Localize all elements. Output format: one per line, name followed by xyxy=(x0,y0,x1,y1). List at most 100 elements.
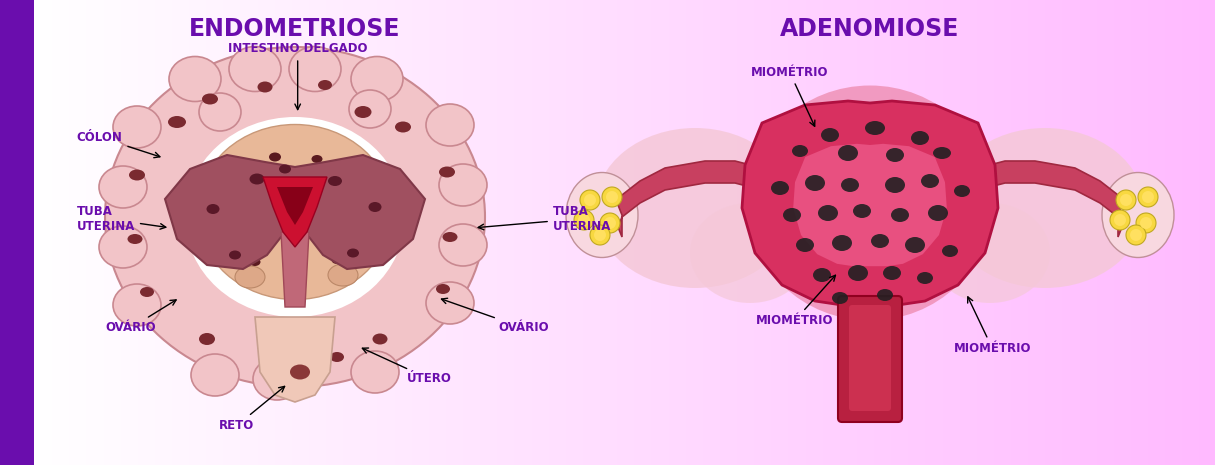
Ellipse shape xyxy=(818,205,838,221)
Ellipse shape xyxy=(332,256,343,264)
Ellipse shape xyxy=(349,90,391,128)
Ellipse shape xyxy=(929,203,1050,303)
Text: MIOMÉTRIO: MIOMÉTRIO xyxy=(756,275,836,327)
Ellipse shape xyxy=(813,268,831,282)
Ellipse shape xyxy=(933,147,951,159)
Ellipse shape xyxy=(216,158,254,186)
Ellipse shape xyxy=(289,46,341,92)
Bar xyxy=(0,0,34,465)
Ellipse shape xyxy=(747,86,993,320)
Ellipse shape xyxy=(886,148,904,162)
Circle shape xyxy=(1126,225,1146,245)
Text: OVÁRIO: OVÁRIO xyxy=(441,298,549,334)
Ellipse shape xyxy=(347,248,358,258)
Ellipse shape xyxy=(290,365,310,379)
Text: CÓLON: CÓLON xyxy=(77,131,160,158)
Ellipse shape xyxy=(98,226,147,268)
Ellipse shape xyxy=(140,287,154,297)
Ellipse shape xyxy=(168,116,186,128)
Ellipse shape xyxy=(436,284,450,294)
Ellipse shape xyxy=(928,205,948,221)
Ellipse shape xyxy=(279,165,292,173)
Ellipse shape xyxy=(426,282,474,324)
Circle shape xyxy=(604,217,616,229)
Ellipse shape xyxy=(395,121,411,133)
Ellipse shape xyxy=(954,185,970,197)
Ellipse shape xyxy=(328,176,341,186)
Ellipse shape xyxy=(439,166,454,178)
Ellipse shape xyxy=(566,173,638,258)
Ellipse shape xyxy=(871,234,889,248)
Ellipse shape xyxy=(249,173,265,185)
Ellipse shape xyxy=(351,57,403,101)
Ellipse shape xyxy=(311,155,322,163)
Circle shape xyxy=(1111,210,1130,230)
Ellipse shape xyxy=(249,258,260,266)
Ellipse shape xyxy=(354,213,366,221)
Ellipse shape xyxy=(806,175,825,191)
Ellipse shape xyxy=(865,121,885,135)
Ellipse shape xyxy=(199,333,215,345)
Ellipse shape xyxy=(439,224,487,266)
Ellipse shape xyxy=(318,80,332,90)
Ellipse shape xyxy=(113,106,162,148)
Ellipse shape xyxy=(595,128,795,288)
Ellipse shape xyxy=(104,47,485,387)
Circle shape xyxy=(1120,194,1132,206)
Ellipse shape xyxy=(905,237,925,253)
Ellipse shape xyxy=(341,161,379,189)
Ellipse shape xyxy=(199,93,241,131)
Polygon shape xyxy=(978,161,1121,237)
Ellipse shape xyxy=(328,264,358,286)
FancyBboxPatch shape xyxy=(849,305,891,411)
Text: ENDOMETRIOSE: ENDOMETRIOSE xyxy=(190,17,401,41)
Ellipse shape xyxy=(169,57,221,101)
Ellipse shape xyxy=(228,251,241,259)
Circle shape xyxy=(573,210,594,230)
Ellipse shape xyxy=(911,131,929,145)
Ellipse shape xyxy=(917,272,933,284)
Ellipse shape xyxy=(821,128,840,142)
Polygon shape xyxy=(277,187,313,225)
Ellipse shape xyxy=(877,289,893,301)
Ellipse shape xyxy=(191,354,239,396)
Ellipse shape xyxy=(442,232,458,242)
Text: OVÁRIO: OVÁRIO xyxy=(106,300,176,334)
Ellipse shape xyxy=(832,235,852,251)
Circle shape xyxy=(601,187,622,207)
Text: INTESTINO DELGADO: INTESTINO DELGADO xyxy=(228,42,367,110)
Ellipse shape xyxy=(346,174,360,184)
Text: MIOMÉTRIO: MIOMÉTRIO xyxy=(954,297,1032,355)
Polygon shape xyxy=(742,101,998,305)
Ellipse shape xyxy=(204,230,236,254)
Ellipse shape xyxy=(253,358,301,400)
Ellipse shape xyxy=(945,128,1145,288)
Circle shape xyxy=(594,229,606,241)
Ellipse shape xyxy=(792,145,808,157)
Ellipse shape xyxy=(885,177,905,193)
Ellipse shape xyxy=(129,170,145,180)
Ellipse shape xyxy=(782,208,801,222)
Ellipse shape xyxy=(217,214,228,224)
Ellipse shape xyxy=(373,333,388,345)
Text: MIOMÉTRIO: MIOMÉTRIO xyxy=(751,66,829,126)
Ellipse shape xyxy=(269,153,281,161)
Text: TUBA
UTERINA: TUBA UTERINA xyxy=(77,205,165,232)
Circle shape xyxy=(1114,214,1126,226)
Ellipse shape xyxy=(113,284,162,326)
Circle shape xyxy=(590,225,610,245)
Ellipse shape xyxy=(355,106,372,118)
Ellipse shape xyxy=(368,202,382,212)
Ellipse shape xyxy=(796,238,814,252)
Ellipse shape xyxy=(853,204,871,218)
Ellipse shape xyxy=(921,174,939,188)
Circle shape xyxy=(1142,191,1154,203)
Ellipse shape xyxy=(294,213,306,221)
Circle shape xyxy=(1117,190,1136,210)
FancyBboxPatch shape xyxy=(838,296,902,422)
Ellipse shape xyxy=(207,204,220,214)
Ellipse shape xyxy=(233,170,247,180)
Circle shape xyxy=(1136,213,1155,233)
Ellipse shape xyxy=(202,93,217,105)
Ellipse shape xyxy=(128,234,142,244)
